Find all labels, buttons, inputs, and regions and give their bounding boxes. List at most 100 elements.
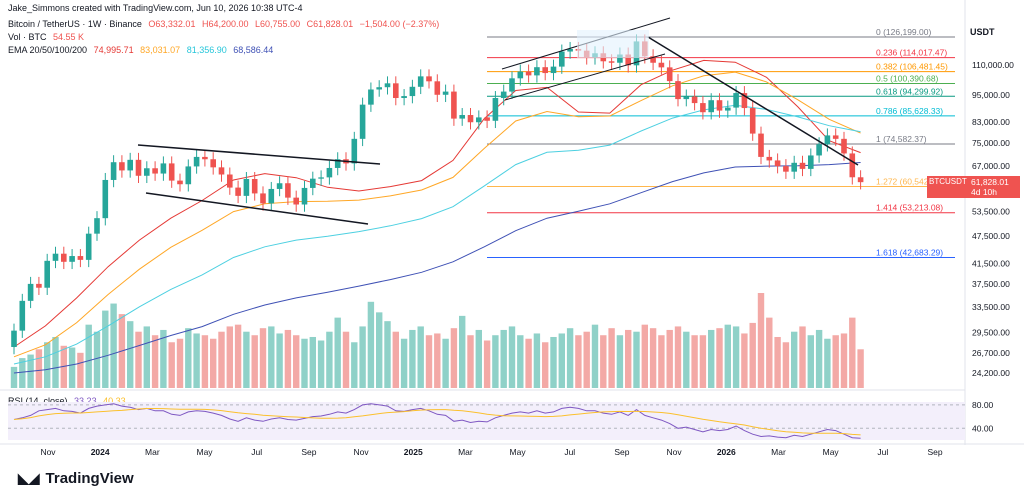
volume-bar xyxy=(766,317,773,388)
volume-bar xyxy=(691,335,698,388)
volume-bar xyxy=(392,331,399,388)
rsi-ma-value: 40.33 xyxy=(103,396,126,406)
candle-body xyxy=(301,187,308,205)
volume-bar xyxy=(716,328,723,388)
volume-bar xyxy=(807,335,814,388)
candle-body xyxy=(185,166,192,185)
candle-body xyxy=(691,96,698,104)
volume-bar xyxy=(625,329,632,388)
volume-bar xyxy=(10,366,18,388)
volume-bar xyxy=(799,326,806,388)
candle-body xyxy=(716,100,723,111)
candle-body xyxy=(766,156,773,161)
volume-bar xyxy=(849,317,856,388)
volume-bar xyxy=(52,336,59,388)
volume-bar xyxy=(268,326,275,388)
volume-bar xyxy=(550,336,557,388)
volume-bar xyxy=(409,329,416,388)
candle-body xyxy=(500,91,507,99)
candle-body xyxy=(832,135,839,139)
candle-body xyxy=(492,98,499,121)
candle-body xyxy=(675,81,681,100)
y-tick-label: 75,000.00 xyxy=(972,138,1010,148)
symbol-name: Bitcoin / TetherUS · 1W · Binance xyxy=(8,19,142,29)
candle-body xyxy=(791,162,797,172)
candle-body xyxy=(758,133,764,157)
candle-body xyxy=(334,159,341,168)
candle-body xyxy=(617,54,623,63)
x-tick-label: 2026 xyxy=(717,447,736,457)
ema50-value: 83,031.07 xyxy=(140,45,181,55)
x-tick-label: 2025 xyxy=(404,447,423,457)
volume-bar xyxy=(832,335,839,388)
volume-bar xyxy=(542,342,549,388)
axis-unit-label: USDT xyxy=(970,27,995,37)
volume-bar xyxy=(19,358,26,388)
ohlc-low: L60,755.00 xyxy=(255,19,301,29)
volume-bar xyxy=(442,338,449,388)
highlight-box xyxy=(577,30,649,58)
fib-level-label: 1.414 (53,213.08) xyxy=(876,203,943,213)
candle-body xyxy=(77,256,84,260)
volume-bar xyxy=(234,324,242,388)
candle-body xyxy=(417,76,424,87)
rsi-label: RSI (14, close) xyxy=(8,396,68,406)
fib-level-label: 0.236 (114,017.47) xyxy=(876,48,947,58)
x-tick-label: May xyxy=(196,447,213,457)
y-tick-label: 26,700.00 xyxy=(972,348,1010,358)
volume-bar xyxy=(840,333,848,388)
tradingview-brand[interactable]: ◣◢ TradingView xyxy=(18,470,134,487)
candle-body xyxy=(816,144,822,156)
volume-bar xyxy=(143,326,150,388)
candle-body xyxy=(534,67,540,76)
channel-lower xyxy=(504,53,666,101)
candle-body xyxy=(384,83,391,88)
volume-bar xyxy=(459,315,466,388)
candle-body xyxy=(268,188,275,204)
volume-bar xyxy=(791,331,798,388)
volume-bar xyxy=(326,331,333,388)
volume-bar xyxy=(243,331,250,388)
candle-body xyxy=(426,76,432,82)
fib-level-label: 0.786 (85,628.33) xyxy=(876,106,943,116)
volume-bar xyxy=(658,335,665,388)
volume-bar xyxy=(782,342,790,388)
y-tick-label: 67,000.00 xyxy=(972,161,1010,171)
rsi-legend[interactable]: RSI (14, close) 33.23 40.33 xyxy=(8,395,130,407)
candle-body xyxy=(235,187,241,196)
volume-bar xyxy=(483,340,491,388)
fib-level-label: 0.618 (94,299.92) xyxy=(876,86,943,96)
ohlc-high: H64,200.00 xyxy=(201,19,249,29)
candle-body xyxy=(774,160,781,167)
x-tick-label: Sep xyxy=(614,447,629,457)
volume-bar xyxy=(276,333,283,388)
volume-bar xyxy=(218,331,225,388)
x-tick-label: Jul xyxy=(877,447,888,457)
candle-body xyxy=(69,256,75,262)
volume-bar xyxy=(508,326,516,388)
candle-body xyxy=(849,153,856,178)
created-by-text: Jake_Simmons created with TradingView.co… xyxy=(8,3,303,13)
volume-bar xyxy=(77,352,84,388)
volume-bar xyxy=(259,328,267,388)
ema100-value: 81,356.90 xyxy=(186,45,227,55)
ema-legend[interactable]: EMA 20/50/100/200 74,995.71 83,031.07 81… xyxy=(8,44,277,56)
volume-bar xyxy=(342,331,350,388)
candle-body xyxy=(683,96,690,100)
volume-bar xyxy=(425,335,433,388)
volume-legend[interactable]: Vol · BTC 54.55 K xyxy=(8,31,88,43)
rsi-ma-line xyxy=(13,408,861,436)
volume-bar xyxy=(749,322,756,388)
volume-bar xyxy=(641,324,648,388)
volume-bar xyxy=(210,338,217,388)
fib-level-label: 1.618 (42,683.29) xyxy=(876,248,943,258)
fib-level-label: 0.5 (100,390.68) xyxy=(876,74,939,84)
volume-bar xyxy=(334,317,341,388)
rsi-band xyxy=(8,402,965,440)
y-tick-label: 53,500.00 xyxy=(972,207,1010,217)
candle-body xyxy=(666,67,673,82)
volume-bar xyxy=(475,329,482,388)
candle-body xyxy=(808,155,814,169)
candle-body xyxy=(451,91,457,119)
